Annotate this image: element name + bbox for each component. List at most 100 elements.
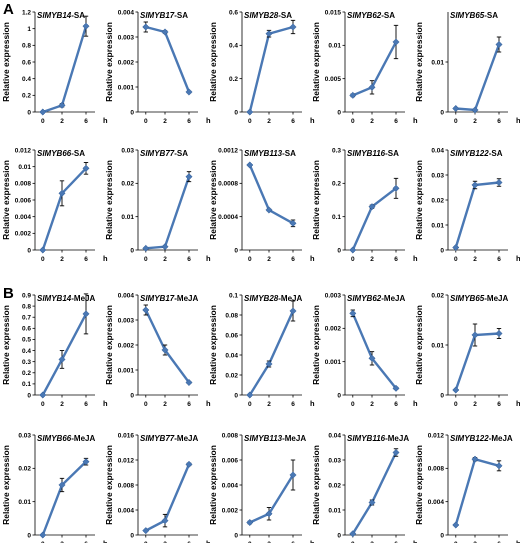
data-point (368, 498, 376, 507)
y-tick-label: 0.002 (118, 342, 135, 349)
y-tick-label: 0.2 (332, 181, 341, 188)
chart-title-suffix: -SA (71, 11, 85, 20)
y-tick-label: 0.008 (222, 432, 239, 439)
chart-title: SlMYB77-SA (140, 149, 188, 158)
chart-title-suffix: -SA (174, 149, 188, 158)
series-line (145, 176, 191, 250)
x-unit-label: h (103, 539, 108, 543)
chart-title: SlMYB17-MeJA (140, 294, 198, 303)
data-point (368, 203, 376, 211)
y-tick-label: 0.3 (22, 359, 31, 366)
y-tick-label: 0 (440, 392, 444, 399)
y-tick-label: 0 (27, 109, 31, 116)
y-tick-label: 0.003 (118, 317, 135, 324)
x-tick-label: 2 (473, 401, 477, 408)
y-tick-label: 0 (130, 247, 134, 254)
y-tick-label: 0 (130, 109, 134, 116)
data-point (58, 101, 66, 109)
chart-title: SlMYB14-MeJA (37, 294, 95, 303)
data-point (265, 206, 273, 214)
x-tick-label: 2 (163, 118, 167, 125)
chart-1: 0 0.2 0.4 0.6 0.8 1 1.2 0 2 6 h Relative expression… (1, 9, 108, 125)
data-point (82, 458, 90, 466)
y-tick-label: 0.01 (121, 214, 134, 221)
chart-14: 0 0.001 0.002 0.003 0 2 6 h Relative expression S… (311, 292, 418, 408)
y-tick-label: 0.04 (225, 352, 238, 359)
data-point (161, 346, 169, 354)
x-tick-label: 6 (497, 256, 501, 263)
chart-title-suffix: -SA (278, 11, 292, 20)
y-tick-label: 0.02 (121, 181, 134, 188)
y-tick-label: 0.04 (328, 432, 341, 439)
x-unit-label: h (103, 116, 108, 125)
y-tick-label: 0 (27, 532, 31, 539)
x-tick-label: 6 (84, 256, 88, 263)
y-axis-label: Relative expression (414, 305, 424, 385)
chart-title: SlMYB66-SA (37, 149, 85, 158)
data-point (452, 243, 460, 252)
y-tick-label: 0.012 (118, 457, 135, 464)
chart-13: 0 0.02 0.04 0.06 0.08 0.1 0 2 6 h Relative express… (208, 292, 315, 408)
y-tick-label: 0.0008 (218, 181, 238, 188)
chart-title-gene: SlMYB116 (347, 149, 386, 158)
chart-title-suffix: -MeJA (385, 434, 409, 443)
chart-title-gene: SlMYB17 (140, 294, 175, 303)
data-point (495, 462, 503, 470)
y-tick-label: 0.01 (18, 499, 31, 506)
chart-title: SlMYB66-MeJA (37, 434, 95, 443)
chart-title: SlMYB65-SA (450, 11, 498, 20)
y-tick-label: 0.006 (15, 197, 32, 204)
x-unit-label: h (206, 539, 211, 543)
y-axis-label: Relative expression (414, 445, 424, 525)
y-tick-label: 0.005 (325, 76, 342, 83)
y-tick-label: 0.02 (18, 466, 31, 473)
x-tick-label: 2 (267, 256, 271, 263)
y-tick-label: 0.003 (325, 292, 342, 299)
data-point (471, 106, 479, 114)
chart-title-suffix: -SA (484, 11, 498, 20)
x-unit-label: h (310, 254, 315, 263)
chart-4: 0 0.005 0.01 0.015 0 2 6 h Relative expression Sl… (311, 9, 418, 125)
chart-title: SlMYB14-SA (37, 11, 85, 20)
chart-12: 0 0.001 0.002 0.003 0.004 0 2 6 h Relative expres… (104, 292, 211, 408)
chart-20: 0 0.004 0.008 0.012 0 2 6 h Relative expression S… (414, 432, 520, 543)
series-line (41, 313, 88, 396)
data-point (185, 88, 193, 96)
x-tick-label: 2 (60, 256, 64, 263)
y-tick-label: 1.2 (22, 9, 31, 16)
data-point (471, 455, 479, 463)
y-tick-label: 0 (337, 532, 341, 539)
chart-title: SlMYB62-MeJA (347, 294, 405, 303)
y-tick-label: 0.004 (222, 482, 239, 489)
x-tick-label: 2 (473, 118, 477, 125)
y-tick-label: 0.001 (325, 359, 342, 366)
y-axis-label: Relative expression (1, 160, 11, 240)
y-tick-label: 0 (234, 392, 238, 399)
panel-label-b: B (3, 285, 14, 302)
chart-3: 0 0.2 0.4 0.6 0 2 6 h Relative expression SlMYB28… (208, 9, 315, 125)
chart-title: SlMYB113-MeJA (244, 434, 306, 443)
chart-title-suffix: -SA (489, 149, 503, 158)
y-tick-label: 0 (337, 109, 341, 116)
chart-title-suffix: -MeJA (484, 294, 508, 303)
x-tick-label: 0 (41, 118, 45, 125)
data-point (452, 521, 460, 529)
chart-title-gene: SlMYB14 (37, 11, 72, 20)
x-tick-label: 6 (497, 541, 501, 543)
y-axis-label: Relative expression (311, 305, 321, 385)
x-tick-label: 0 (351, 541, 355, 543)
x-tick-label: 0 (248, 118, 252, 125)
y-tick-label: 0 (234, 247, 238, 254)
data-point (39, 391, 47, 399)
y-tick-label: 0.004 (118, 292, 135, 299)
data-point (289, 219, 297, 227)
chart-title: SlMYB28-SA (244, 11, 292, 20)
y-tick-label: 0.2 (229, 76, 238, 83)
y-tick-label: 0.001 (118, 84, 135, 91)
data-point (392, 184, 400, 192)
y-tick-label: 0.5 (22, 337, 31, 344)
x-unit-label: h (206, 116, 211, 125)
x-unit-label: h (413, 116, 418, 125)
data-point (265, 510, 273, 518)
data-point (392, 384, 400, 392)
